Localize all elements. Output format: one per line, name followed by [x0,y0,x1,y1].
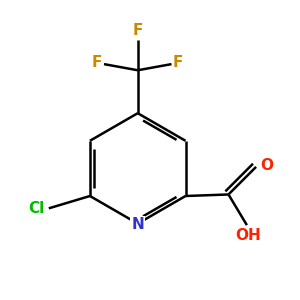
Text: Cl: Cl [28,201,44,216]
Text: OH: OH [236,228,261,243]
Text: F: F [92,55,103,70]
Text: O: O [261,158,274,173]
Text: N: N [131,217,144,232]
Text: F: F [133,23,143,38]
Text: F: F [173,55,183,70]
